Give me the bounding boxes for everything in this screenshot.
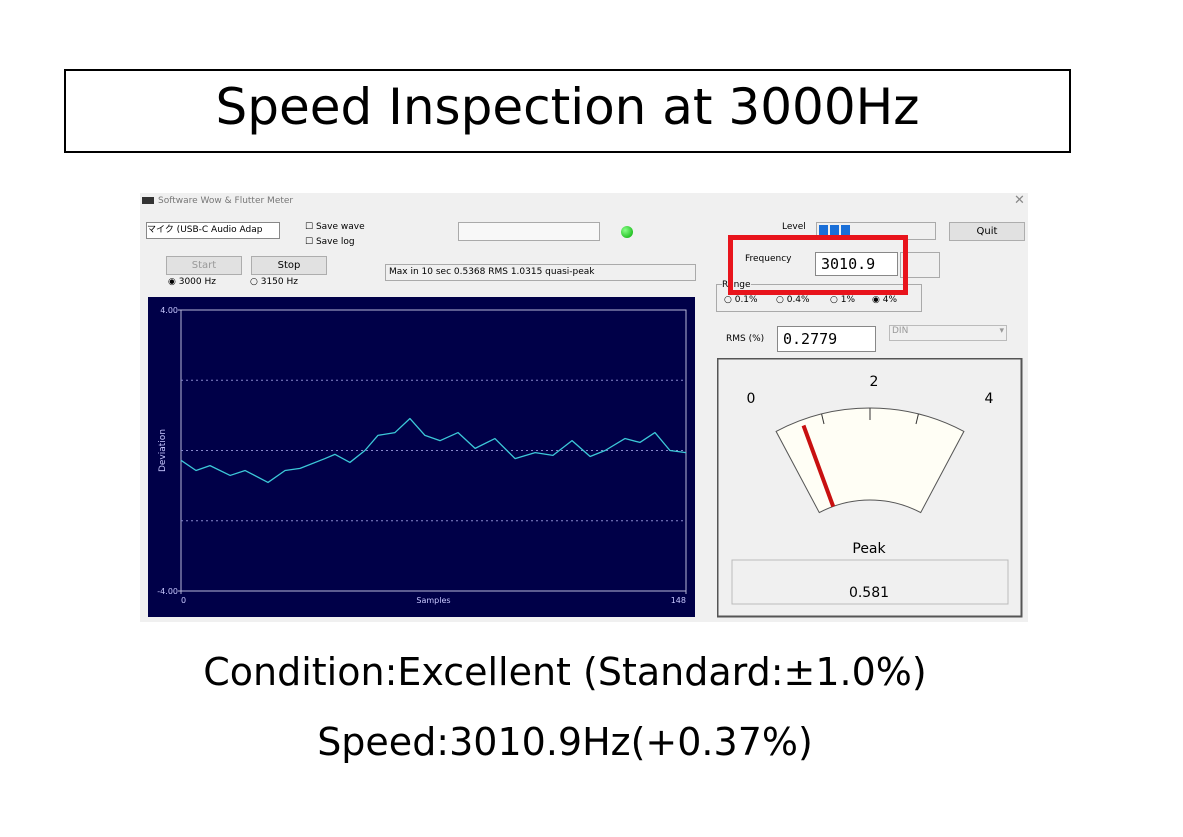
- radio-label: 4%: [882, 295, 897, 305]
- range-group: [716, 284, 922, 312]
- peak-label: Peak: [852, 541, 886, 557]
- checkbox-label: Save wave: [315, 222, 365, 232]
- meter-needle: [801, 424, 836, 508]
- scale-label: 4: [985, 391, 994, 407]
- radio-label: 0.4%: [786, 295, 810, 305]
- radio-label: 1%: [840, 295, 855, 305]
- radio[interactable]: ◉ 4%: [872, 295, 897, 305]
- frequency-frame: [900, 252, 940, 278]
- rms-label: RMS (%): [726, 334, 765, 344]
- x-tick-label: 0: [181, 596, 186, 605]
- range-label: Range: [722, 280, 751, 290]
- level-label: Level: [782, 222, 806, 232]
- plot-background: [148, 297, 695, 617]
- deviation-line: [180, 417, 687, 484]
- status-led: [621, 226, 633, 238]
- level-block: [841, 225, 850, 235]
- start-button[interactable]: Start: [166, 256, 242, 275]
- checkbox[interactable]: ☐ Save log: [305, 237, 355, 247]
- meter-dial: [775, 407, 965, 514]
- level-block: [830, 225, 839, 235]
- weighting-value: DIN: [892, 326, 909, 336]
- title-box: [64, 69, 1071, 153]
- dial-tick: [821, 413, 825, 425]
- radio-label: 0.1%: [734, 295, 758, 305]
- checkbox-label: Save log: [315, 237, 355, 247]
- x-tick-label: 148: [671, 596, 686, 605]
- x-axis-label: Samples: [416, 596, 450, 605]
- window: Software Wow & Flutter Meter ✕ マイク (USB-…: [140, 193, 1028, 622]
- frequency-label: Frequency: [745, 254, 792, 264]
- radio[interactable]: ○ 3150 Hz: [250, 277, 298, 287]
- radio-label: 3150 Hz: [260, 277, 298, 287]
- radio-label: 3000 Hz: [178, 277, 216, 287]
- window-icon: [142, 197, 154, 204]
- status-text: Max in 10 sec 0.5368 RMS 1.0315 quasi-pe…: [385, 264, 696, 281]
- stop-button[interactable]: Stop: [251, 256, 327, 275]
- y-tick-label: 4.00: [160, 306, 178, 315]
- radio[interactable]: ○ 0.1%: [724, 295, 758, 305]
- deviation-plot: 4.00 -4.000 148 Samples Deviation: [148, 297, 695, 617]
- device-select[interactable]: マイク (USB-C Audio Adap: [146, 222, 280, 239]
- close-button[interactable]: ✕: [1014, 193, 1025, 208]
- radio[interactable]: ○ 0.4%: [776, 295, 810, 305]
- peak-value: 0.581: [849, 585, 889, 601]
- caption-line: Condition:Excellent (Standard:±1.0%): [203, 650, 927, 694]
- level-block: [819, 225, 828, 235]
- highlight-box: [728, 235, 908, 295]
- y-tick-label: -4.00: [157, 587, 178, 596]
- caption-line: Speed:3010.9Hz(+0.37%): [317, 720, 813, 764]
- meter-panel: 0 2 4 Peak 0.581: [717, 358, 1023, 618]
- scale-label: 2: [870, 374, 879, 390]
- frequency-value: 3010.9: [815, 252, 898, 276]
- radio[interactable]: ◉ 3000 Hz: [168, 277, 216, 287]
- peak-box: [731, 559, 1009, 605]
- y-axis-label: Deviation: [158, 429, 168, 472]
- window-title: Software Wow & Flutter Meter: [158, 196, 294, 206]
- weighting-select[interactable]: DIN ▾: [889, 325, 1007, 341]
- slide-title: Speed Inspection at 3000Hz: [215, 78, 920, 136]
- empty-field: [458, 222, 600, 241]
- rms-value: 0.2779: [777, 326, 876, 352]
- dial-tick: [915, 413, 919, 425]
- radio[interactable]: ○ 1%: [830, 295, 855, 305]
- checkbox[interactable]: ☐ Save wave: [305, 222, 365, 232]
- quit-button[interactable]: Quit: [949, 222, 1025, 241]
- scale-label: 0: [747, 391, 756, 407]
